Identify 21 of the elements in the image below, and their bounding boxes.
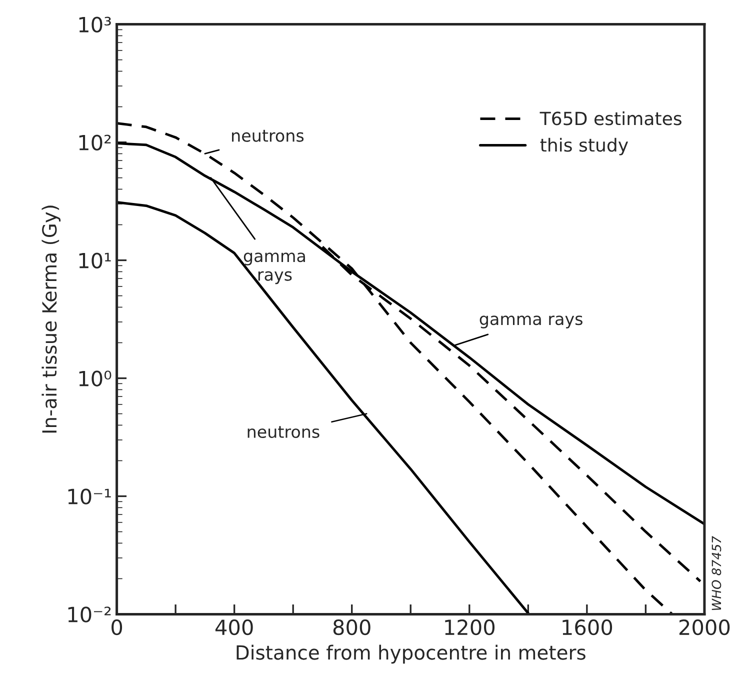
x-tick-label: 400 — [215, 619, 253, 636]
annotation: gamma rays — [480, 316, 582, 328]
x-axis-title: Distance from hypocentre in meters — [236, 644, 586, 664]
text: WHO 87457 — [712, 536, 722, 610]
x-tick-label: 800 — [333, 619, 370, 636]
annotation: gamma rays — [244, 252, 305, 284]
y-tick-label: 10⁻¹ — [68, 488, 111, 504]
y-tick-label: 10¹ — [79, 252, 111, 268]
y-tick-label: 10⁻² — [68, 606, 111, 622]
y-tick-label: 10² — [79, 134, 111, 150]
y-tick-label: 10³ — [79, 16, 111, 32]
y-axis-title: In-air tissue Kerma (Gy) — [42, 206, 61, 433]
y-tick-label: 10⁰ — [79, 370, 112, 386]
annotation: neutrons — [248, 426, 320, 438]
x-tick-label: 1600 — [562, 619, 612, 636]
x-tick-label: 1200 — [445, 619, 495, 636]
annotation: neutrons — [232, 130, 304, 142]
legend-label: this study — [540, 138, 628, 156]
legend-label: T65D estimates — [540, 111, 682, 126]
x-tick-label: 0 — [112, 619, 122, 636]
x-tick-label: 2000 — [679, 619, 730, 636]
